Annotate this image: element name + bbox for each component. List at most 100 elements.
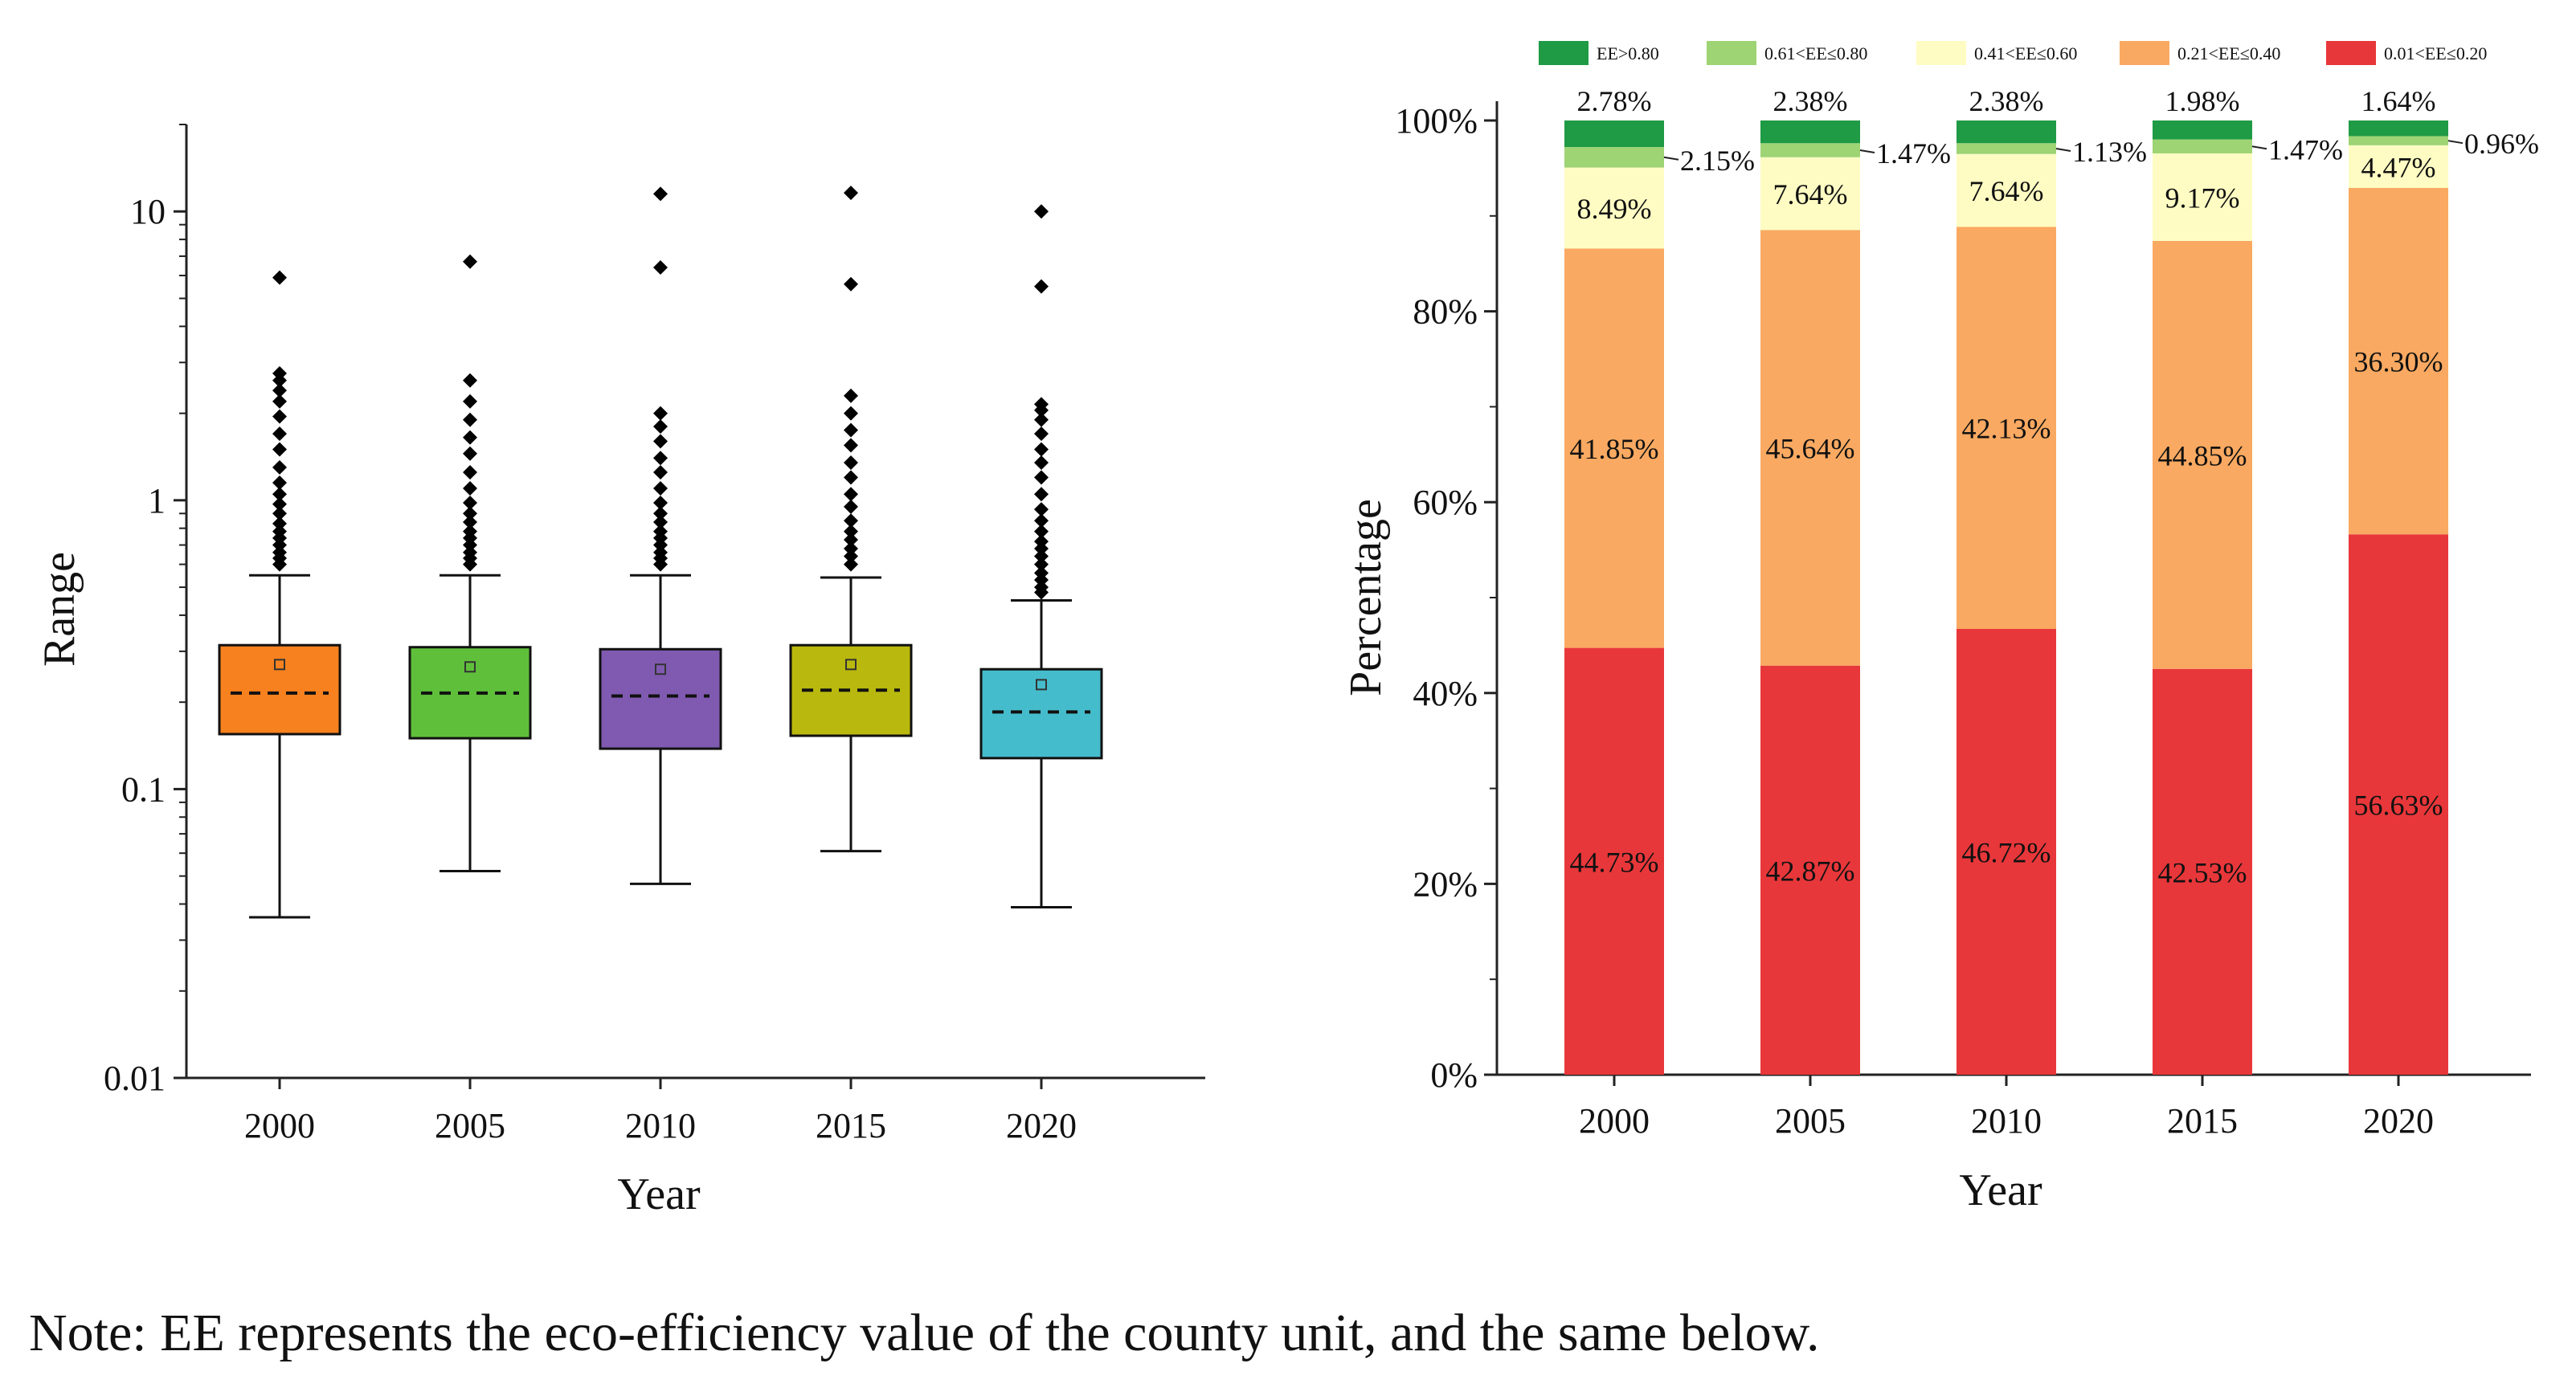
outlier-point bbox=[463, 446, 477, 461]
y-axis-title: Percentage bbox=[1341, 499, 1391, 696]
bar-segment-3 bbox=[1957, 143, 2056, 154]
outlier-point bbox=[1034, 534, 1049, 549]
outlier-point bbox=[653, 419, 668, 435]
data-label: 2.15% bbox=[1680, 145, 1755, 177]
mean-marker bbox=[464, 661, 476, 673]
outlier-point bbox=[272, 409, 287, 424]
outlier-point bbox=[272, 426, 287, 441]
outlier-point bbox=[844, 557, 858, 572]
x-tick-label: 2010 bbox=[625, 1106, 696, 1145]
bar-segment-3 bbox=[1760, 143, 1860, 157]
data-label: 9.17% bbox=[2165, 182, 2240, 214]
outlier-point bbox=[272, 524, 287, 539]
x-tick-label: 2005 bbox=[435, 1106, 505, 1145]
outlier-point bbox=[272, 394, 287, 409]
y-tick-label: 80% bbox=[1413, 292, 1478, 332]
data-label: 2.38% bbox=[1773, 85, 1848, 117]
y-tick-label: 60% bbox=[1413, 483, 1478, 522]
data-label: 1.64% bbox=[2361, 85, 2436, 117]
data-label: 45.64% bbox=[1766, 433, 1855, 465]
outlier-point bbox=[272, 476, 287, 491]
outlier-point bbox=[272, 442, 287, 457]
y-tick-label: 0.01 bbox=[104, 1059, 166, 1098]
data-label: 2.38% bbox=[1969, 85, 2044, 117]
outlier-point bbox=[272, 383, 287, 398]
y-tick-label: 100% bbox=[1395, 101, 1478, 141]
x-axis-title: Year bbox=[1959, 1165, 2042, 1215]
legend-swatch bbox=[1916, 41, 1966, 65]
data-label: 8.49% bbox=[1577, 193, 1652, 225]
x-tick-label: 2000 bbox=[244, 1106, 315, 1145]
y-axis-title: Range bbox=[35, 552, 84, 667]
outlier-point bbox=[1034, 470, 1049, 485]
mean-marker bbox=[845, 659, 857, 671]
bar-segment-1 bbox=[2349, 187, 2448, 535]
outlier-point bbox=[1034, 442, 1049, 457]
outlier-point bbox=[1034, 455, 1049, 470]
x-tick-label: 2005 bbox=[1775, 1101, 1846, 1141]
outlier-point bbox=[653, 406, 668, 421]
x-tick-label: 2010 bbox=[1971, 1101, 2042, 1141]
bar-segment-3 bbox=[2153, 139, 2252, 153]
x-tick-label: 2000 bbox=[1579, 1101, 1650, 1141]
bar-segment-4 bbox=[2153, 120, 2252, 140]
bar-segment-4 bbox=[1564, 120, 1664, 148]
outlier-point bbox=[844, 549, 858, 564]
bar-segment-0 bbox=[2349, 534, 2448, 1075]
data-label: 42.53% bbox=[2158, 856, 2247, 888]
bar-segment-0 bbox=[1564, 647, 1664, 1075]
data-label: 41.85% bbox=[1570, 433, 1659, 465]
data-label: 0.96% bbox=[2464, 128, 2539, 160]
bar-segment-1 bbox=[1760, 230, 1860, 666]
outlier-point bbox=[844, 524, 858, 539]
mean-marker bbox=[655, 663, 666, 676]
outlier-point bbox=[1034, 513, 1049, 529]
outlier-point bbox=[272, 545, 287, 560]
outlier-point bbox=[653, 515, 668, 530]
legend-label: 0.61<EE≤0.80 bbox=[1764, 43, 1867, 63]
outlier-point bbox=[844, 422, 858, 438]
outlier-point bbox=[844, 470, 858, 485]
data-label: 1.98% bbox=[2165, 85, 2240, 117]
outlier-point bbox=[272, 270, 287, 285]
label-leader-line bbox=[2251, 145, 2267, 150]
outlier-point bbox=[1034, 524, 1049, 539]
figure-note: Note: EE represents the eco-efficiency v… bbox=[29, 1304, 1820, 1362]
y-tick-label: 10 bbox=[130, 192, 166, 231]
outlier-point bbox=[1034, 426, 1049, 441]
legend-label: 0.01<EE≤0.20 bbox=[2384, 43, 2487, 63]
data-label: 42.13% bbox=[1962, 413, 2051, 445]
data-label: 44.73% bbox=[1570, 846, 1659, 878]
outlier-point bbox=[463, 495, 477, 510]
data-label: 36.30% bbox=[2354, 346, 2443, 378]
outlier-point bbox=[653, 506, 668, 521]
stacked-bar-chart: 0% 20% 40% 60% 80% 100% Year Percentage EE>0.80 0… bbox=[1341, 41, 2539, 1215]
outlier-point bbox=[1034, 279, 1049, 294]
outlier-point bbox=[844, 276, 858, 292]
y-tick-label: 40% bbox=[1413, 674, 1478, 713]
data-label: 2.78% bbox=[1577, 85, 1652, 117]
label-leader-line bbox=[2055, 148, 2071, 152]
outlier-point bbox=[463, 430, 477, 445]
outlier-point bbox=[844, 406, 858, 421]
outlier-point bbox=[1034, 502, 1049, 517]
outlier-point bbox=[1034, 549, 1049, 564]
bar-segment-4 bbox=[1957, 120, 2056, 144]
data-label: 1.47% bbox=[2268, 133, 2343, 165]
outlier-point bbox=[653, 495, 668, 510]
outlier-point bbox=[463, 506, 477, 521]
y-tick-label: 1 bbox=[148, 481, 166, 520]
outlier-point bbox=[463, 480, 477, 496]
x-tick-label: 2020 bbox=[1006, 1106, 1077, 1145]
data-label: 46.72% bbox=[1962, 836, 2051, 868]
bar-segment-3 bbox=[1564, 147, 1664, 168]
outlier-point bbox=[844, 388, 858, 403]
legend-swatch bbox=[2326, 41, 2376, 65]
outlier-point bbox=[1034, 204, 1049, 219]
bar-segment-1 bbox=[1564, 248, 1664, 648]
bar-segment-4 bbox=[1760, 120, 1860, 144]
outlier-point bbox=[463, 524, 477, 539]
legend-label: 0.41<EE≤0.60 bbox=[1974, 43, 2077, 63]
x-tick-label: 2020 bbox=[2363, 1101, 2434, 1141]
bar-segment-2 bbox=[2153, 153, 2252, 241]
